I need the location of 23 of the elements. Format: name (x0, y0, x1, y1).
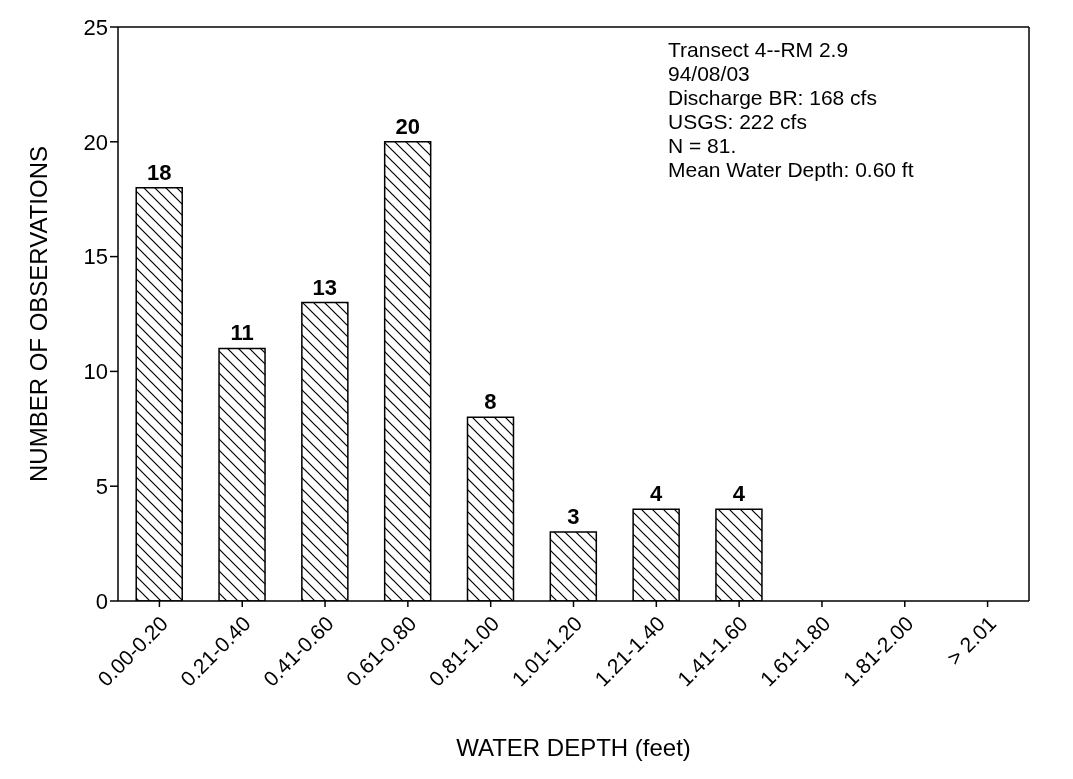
annotation: Mean Water Depth: 0.60 ft (668, 158, 914, 182)
data-label: 3 (567, 504, 580, 530)
y-tick-label: 0 (95, 588, 108, 614)
annotation: Transect 4--RM 2.9 (668, 38, 850, 62)
data-label: 11 (230, 320, 254, 346)
annotation: N = 81. (668, 134, 738, 158)
x-tick-label: > 2.01 (942, 611, 1001, 670)
data-label: 18 (146, 159, 172, 185)
data-label: 4 (650, 481, 663, 507)
annotation: USGS: 222 cfs (668, 110, 808, 134)
data-label: 13 (312, 274, 338, 300)
x-axis-title: WATER DEPTH (feet) (456, 734, 691, 761)
y-tick-label: 10 (83, 359, 108, 385)
y-tick-label: 25 (83, 14, 108, 40)
annotation: Discharge BR: 168 cfs (668, 86, 878, 110)
y-tick-label: 15 (83, 244, 108, 270)
y-tick-label: 20 (83, 129, 108, 155)
y-tick-label: 5 (95, 474, 108, 500)
y-axis-title: NUMBER OF OBSERVATIONS (24, 145, 52, 483)
data-label: 20 (395, 113, 420, 139)
data-label: 8 (484, 389, 497, 415)
annotation: 94/08/03 (668, 62, 751, 86)
data-label: 4 (732, 481, 746, 507)
